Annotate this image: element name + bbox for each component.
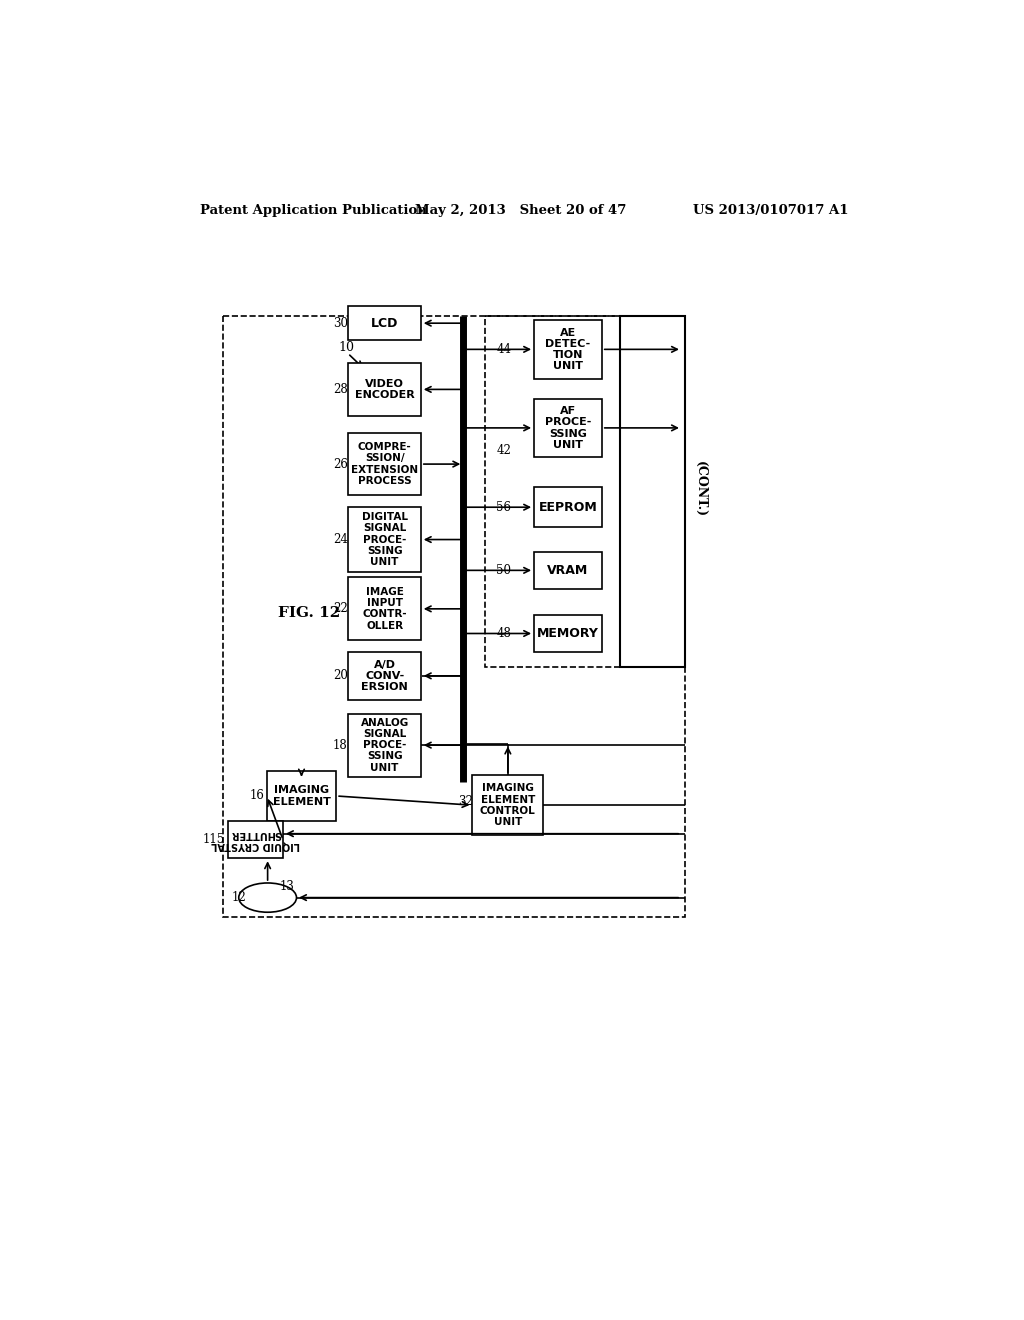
Bar [535,487,602,527]
Text: 50: 50 [497,564,511,577]
Text: 30: 30 [333,317,348,330]
Text: AE
DETEC-
TION
UNIT: AE DETEC- TION UNIT [546,327,591,371]
Bar [535,552,602,589]
Text: IMAGING
ELEMENT: IMAGING ELEMENT [272,785,331,807]
Bar [348,652,421,700]
Text: MEMORY: MEMORY [537,627,599,640]
Text: VRAM: VRAM [547,564,589,577]
Text: AF
PROCE-
SSING
UNIT: AF PROCE- SSING UNIT [545,407,591,450]
Text: IMAGING
ELEMENT
CONTROL
UNIT: IMAGING ELEMENT CONTROL UNIT [480,783,536,828]
Text: 56: 56 [497,500,511,513]
Text: ANALOG
SIGNAL
PROCE-
SSING
UNIT: ANALOG SIGNAL PROCE- SSING UNIT [360,718,409,772]
Text: 18: 18 [333,739,348,751]
Bar [223,317,685,917]
Bar [535,321,602,379]
Text: 26: 26 [333,458,348,471]
Text: 12: 12 [231,891,246,904]
Bar [535,615,602,652]
Text: May 2, 2013   Sheet 20 of 47: May 2, 2013 Sheet 20 of 47 [416,205,627,218]
Text: EEPROM: EEPROM [539,500,597,513]
Text: US 2013/0107017 A1: US 2013/0107017 A1 [692,205,848,218]
Text: IMAGE
INPUT
CONTR-
OLLER: IMAGE INPUT CONTR- OLLER [362,587,407,631]
Bar [535,399,602,457]
Bar [484,317,621,667]
Bar [348,577,421,640]
Text: FIG. 12: FIG. 12 [279,606,341,619]
Bar [348,507,421,572]
Text: Patent Application Publication: Patent Application Publication [200,205,427,218]
Bar [348,363,421,416]
Text: 24: 24 [333,533,348,546]
Text: 10: 10 [339,341,354,354]
Text: 28: 28 [333,383,348,396]
Bar [348,714,421,776]
Bar [348,306,421,341]
Bar [472,775,544,836]
Bar [621,317,685,667]
Text: A/D
CONV-
ERSION: A/D CONV- ERSION [361,660,408,692]
Text: 16: 16 [250,789,264,803]
Text: (CONT.): (CONT.) [694,462,707,517]
Text: 22: 22 [333,602,348,615]
Text: COMPRE-
SSION/
EXTENSION
PROCESS: COMPRE- SSION/ EXTENSION PROCESS [351,442,418,486]
Text: DIGITAL
SIGNAL
PROCE-
SSING
UNIT: DIGITAL SIGNAL PROCE- SSING UNIT [361,512,408,568]
Text: 13: 13 [280,880,294,894]
Text: 42: 42 [497,445,511,458]
Bar [227,821,283,858]
Text: LCD: LCD [371,317,398,330]
Text: VIDEO
ENCODER: VIDEO ENCODER [354,379,415,400]
Text: LIQUID CRYSTAL
SHUTTER: LIQUID CRYSTAL SHUTTER [211,829,300,850]
Text: 44: 44 [497,343,511,356]
Text: 32: 32 [459,795,473,808]
Text: 48: 48 [497,627,511,640]
Ellipse shape [239,883,297,912]
Bar [348,433,421,495]
Bar [267,771,336,821]
Text: 20: 20 [333,669,348,682]
Text: 115: 115 [203,833,224,846]
